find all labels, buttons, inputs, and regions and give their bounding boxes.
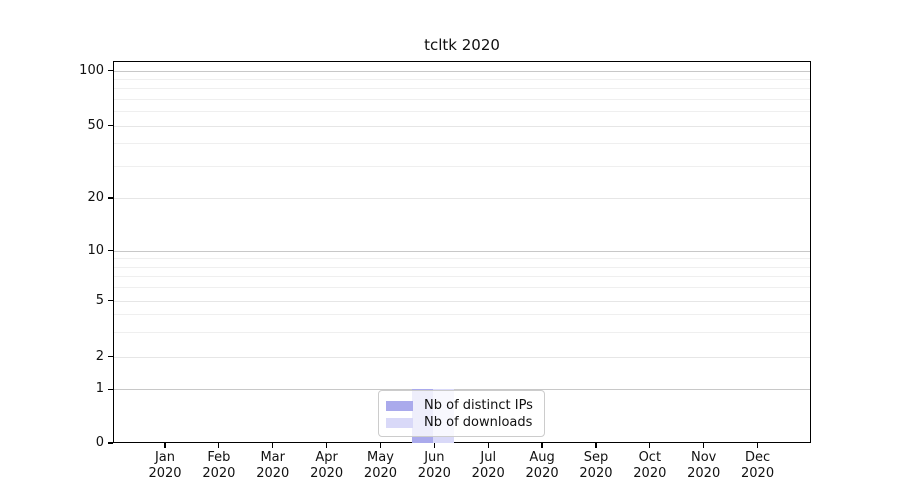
y-tick-mark-50 xyxy=(108,124,113,127)
y-gridline-9 xyxy=(114,258,810,260)
x-tick-mark-apr xyxy=(326,443,328,448)
y-tick-mark-2 xyxy=(108,355,113,358)
y-gridline-100 xyxy=(114,70,810,72)
x-tick-mark-may xyxy=(379,443,382,448)
legend-item-distinct-ips: Nb of distinct IPs xyxy=(386,397,536,414)
y-tick-label-1: 1 xyxy=(95,381,104,397)
y-gridline-60 xyxy=(114,111,810,113)
x-tick-mark-dec xyxy=(756,443,759,448)
x-tick-label-jun: Jun 2020 xyxy=(417,450,451,481)
x-tick-mark-feb xyxy=(218,443,220,448)
y-gridline-4 xyxy=(114,314,810,316)
y-gridline-5 xyxy=(114,300,810,302)
x-tick-label-nov: Nov 2020 xyxy=(687,450,721,481)
y-gridline-8 xyxy=(114,266,810,268)
x-tick-mark-aug xyxy=(541,443,543,448)
y-tick-mark-1 xyxy=(108,388,113,390)
x-tick-mark-nov xyxy=(703,443,705,448)
y-gridline-80 xyxy=(114,88,810,90)
legend: Nb of distinct IPs Nb of downloads xyxy=(378,390,545,437)
y-tick-mark-10 xyxy=(108,249,113,252)
y-tick-label-5: 5 xyxy=(95,292,104,308)
y-tick-label-10: 10 xyxy=(87,242,104,258)
y-tick-mark-20 xyxy=(108,197,113,199)
y-gridline-2 xyxy=(114,356,810,358)
y-tick-label-2: 2 xyxy=(95,348,104,364)
x-tick-label-feb: Feb 2020 xyxy=(202,450,236,481)
y-gridline-10 xyxy=(114,250,810,252)
y-tick-label-20: 20 xyxy=(87,190,104,205)
y-tick-mark-5 xyxy=(108,299,113,302)
y-gridline-70 xyxy=(114,98,810,100)
x-tick-mark-sep xyxy=(595,443,597,448)
x-tick-label-jul: Jul 2020 xyxy=(471,450,505,481)
x-tick-mark-jul xyxy=(487,443,489,448)
legend-label-distinct-ips: Nb of distinct IPs xyxy=(424,397,533,413)
x-tick-label-sep: Sep 2020 xyxy=(579,450,613,481)
legend-item-downloads: Nb of downloads xyxy=(386,414,536,431)
x-tick-mark-oct xyxy=(649,443,651,448)
y-gridline-7 xyxy=(114,276,810,278)
plot-area xyxy=(113,61,811,443)
y-gridline-20 xyxy=(114,198,810,199)
legend-swatch-distinct-ips xyxy=(386,400,413,411)
y-gridline-90 xyxy=(114,78,810,80)
x-tick-mark-jun xyxy=(433,443,435,448)
x-tick-label-apr: Apr 2020 xyxy=(310,450,344,481)
y-tick-mark-0 xyxy=(108,442,113,444)
y-tick-mark-100 xyxy=(108,69,113,72)
x-tick-label-may: May 2020 xyxy=(363,450,398,481)
legend-label-downloads: Nb of downloads xyxy=(424,414,533,430)
x-tick-label-aug: Aug 2020 xyxy=(525,450,559,481)
x-tick-label-oct: Oct 2020 xyxy=(633,450,667,481)
legend-swatch-downloads xyxy=(386,417,413,428)
x-tick-mark-jan xyxy=(164,443,166,448)
x-tick-label-jan: Jan 2020 xyxy=(148,450,182,481)
y-gridline-6 xyxy=(114,287,810,289)
x-tick-mark-mar xyxy=(272,443,274,448)
y-tick-label-50: 50 xyxy=(87,117,104,133)
y-tick-label-100: 100 xyxy=(79,62,104,78)
y-gridline-3 xyxy=(114,331,810,333)
chart-title: tcltk 2020 xyxy=(424,36,500,54)
y-gridline-50 xyxy=(114,125,810,127)
x-tick-label-dec: Dec 2020 xyxy=(741,450,775,481)
y-gridline-30 xyxy=(114,165,810,167)
y-gridline-40 xyxy=(114,143,810,145)
x-tick-label-mar: Mar 2020 xyxy=(256,450,290,481)
y-tick-label-0: 0 xyxy=(95,435,104,450)
